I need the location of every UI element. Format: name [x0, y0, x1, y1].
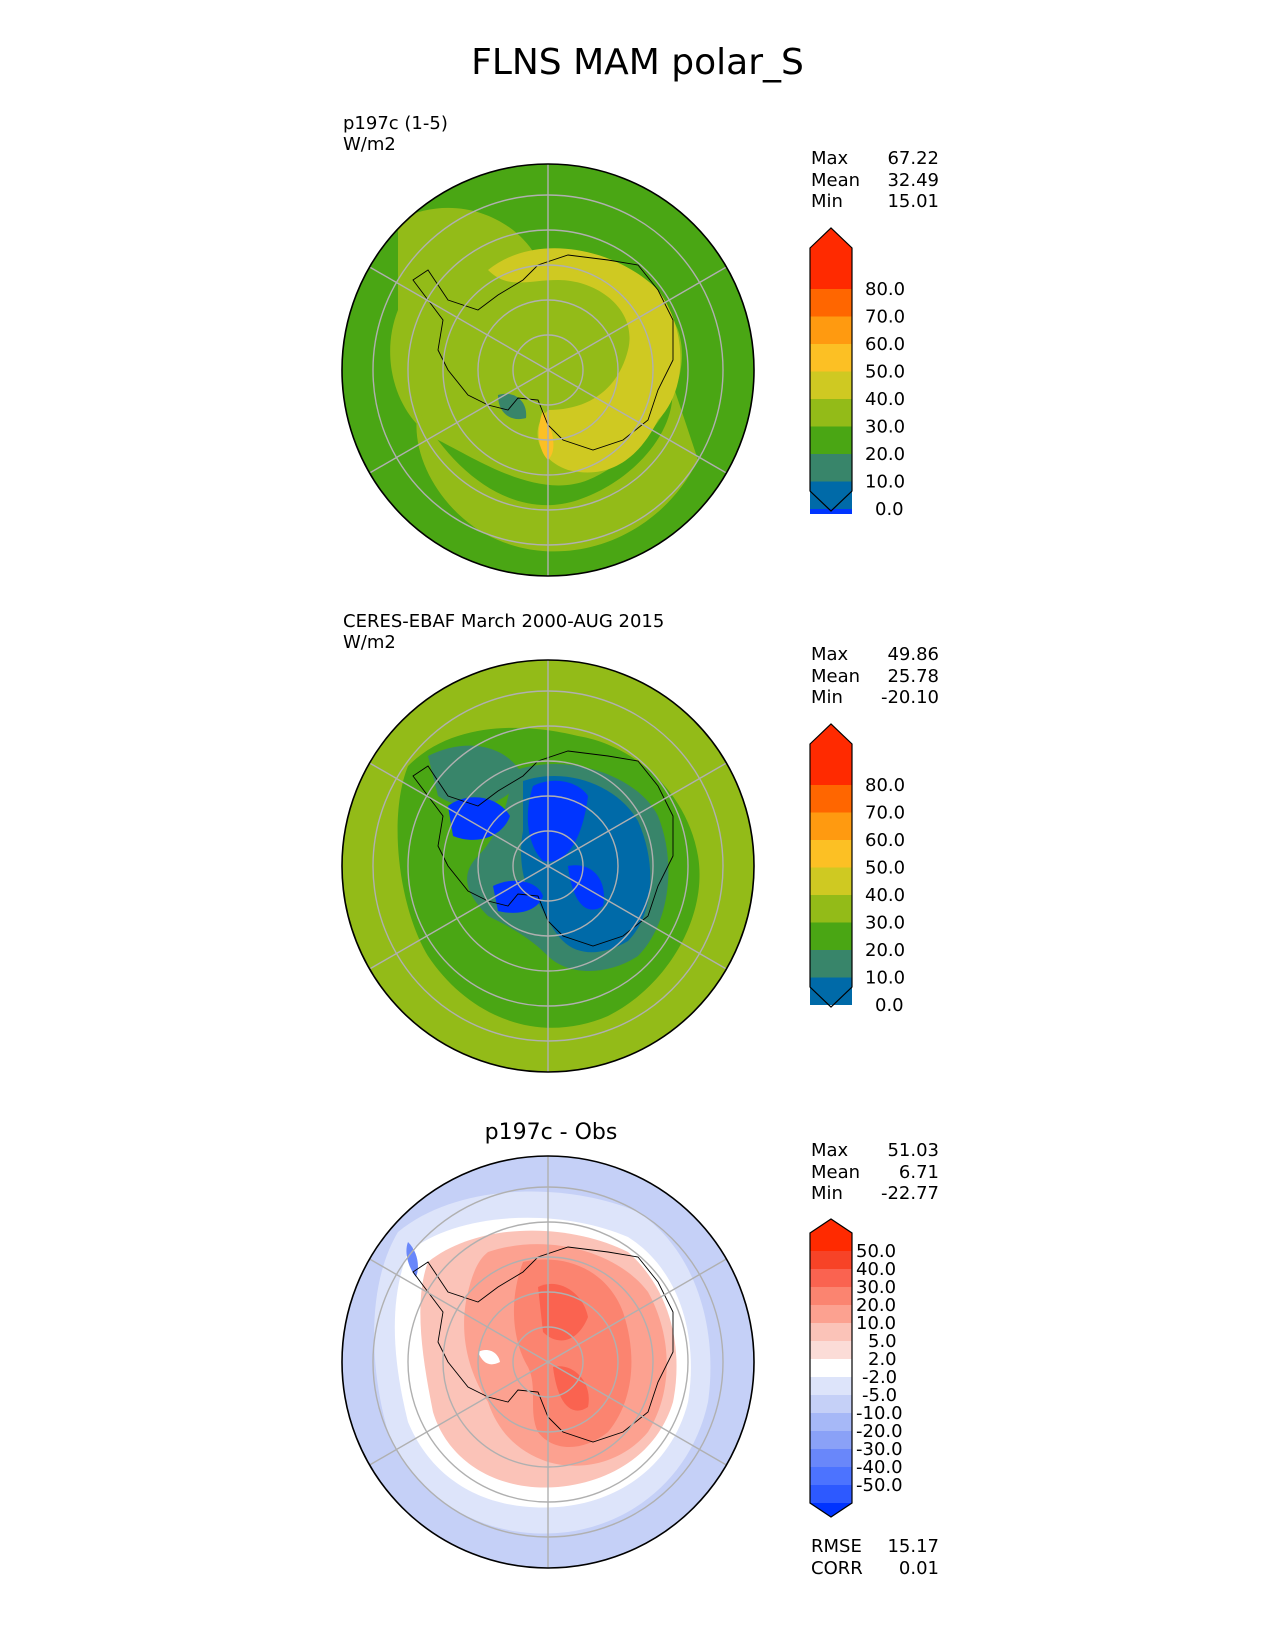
panel1-mean-value: 32.49 — [887, 169, 939, 191]
panel1-tick: 60.0 — [865, 334, 905, 355]
panel3-tick: 30.0 — [856, 1277, 896, 1298]
panel3-mean-value: 6.71 — [898, 1161, 939, 1183]
rmse-value: 15.17 — [887, 1536, 939, 1557]
panel3-max-value: 51.03 — [887, 1140, 939, 1161]
panel1-colorbar: 80.0 70.0 60.0 50.0 40.0 30.0 20.0 10.0 … — [809, 227, 905, 520]
panel1-stats: Max 67.22 Mean 32.49 Min 15.01 — [811, 148, 939, 213]
panel2-colorbar-swatches — [810, 724, 852, 1005]
panel3-polar-map — [341, 1155, 755, 1569]
panel2-max-label: Max — [811, 644, 849, 665]
panel2-colorbar-outline — [809, 723, 853, 1008]
panel1-field-high-band — [488, 248, 681, 473]
panel1-tick: 40.0 — [865, 389, 905, 410]
panel1-tick: 70.0 — [865, 307, 905, 328]
panel2-tick: 20.0 — [865, 940, 905, 961]
panel2-colorbar-ticks: 80.0 70.0 60.0 50.0 40.0 30.0 20.0 10.0 … — [865, 775, 905, 1016]
panel3-tick: 2.0 — [868, 1349, 897, 1370]
panel2-tick: 30.0 — [865, 913, 905, 934]
panel2-obs-label: CERES-EBAF March 2000-AUG 2015 — [343, 611, 665, 632]
panel3-min-value: -22.77 — [880, 1183, 939, 1204]
panel1-field-low-spot — [498, 393, 527, 420]
panel3-tick: -30.0 — [856, 1439, 903, 1460]
panel3-title: p197c - Obs — [484, 1120, 618, 1145]
panel2-tick: 80.0 — [865, 775, 905, 796]
panel2-mean-value: 25.78 — [887, 665, 939, 687]
panel3-tick: -5.0 — [862, 1385, 897, 1406]
panel1-tick: 0.0 — [875, 499, 904, 520]
panel3-field-min-spot — [406, 1242, 418, 1277]
panel1-tick: 80.0 — [865, 279, 905, 300]
panel2-tick: 0.0 — [875, 995, 904, 1016]
panel3-tick: -40.0 — [856, 1457, 903, 1478]
panel3-tick: 20.0 — [856, 1295, 896, 1316]
panel2-field-low-patch — [428, 745, 523, 807]
panel2-colorbar: 80.0 70.0 60.0 50.0 40.0 30.0 20.0 10.0 … — [809, 723, 905, 1016]
panel3-stats: Max 51.03 Mean 6.71 Min -22.77 — [811, 1140, 939, 1205]
panel3-graticule — [369, 1156, 727, 1568]
panel1-colorbar-outline — [809, 227, 853, 512]
panel2-field-min-patch-a — [448, 797, 510, 840]
panel2-field-min-patch-c — [493, 880, 543, 913]
panel3-field-neutral-spot — [478, 1350, 500, 1365]
panel1-tick: 50.0 — [865, 362, 905, 383]
panel2-tick: 70.0 — [865, 803, 905, 824]
panel2-stats: Max 49.86 Mean 25.78 Min -20.10 — [811, 644, 939, 709]
panel1-tick: 20.0 — [865, 444, 905, 465]
corr-label: CORR — [811, 1557, 863, 1579]
panel2-map-boundary — [341, 659, 755, 1073]
panel1-mean-label: Mean — [811, 169, 861, 191]
panel3-colorbar-outline — [809, 1218, 853, 1518]
panel3-tick: 10.0 — [856, 1313, 896, 1334]
panel1-tick: 30.0 — [865, 417, 905, 438]
panel1-tick: 10.0 — [865, 472, 905, 493]
panel1-model-label: p197c (1-5) — [343, 113, 448, 134]
panel3-min-label: Min — [811, 1183, 843, 1204]
panel1-colorbar-ticks: 80.0 70.0 60.0 50.0 40.0 30.0 20.0 10.0 … — [865, 279, 905, 520]
panel1-field-outer-band — [416, 370, 698, 552]
panel3-tick: -20.0 — [856, 1421, 903, 1442]
panel3-colorbar: 50.0 40.0 30.0 20.0 10.0 5.0 2.0 -2.0 -5… — [809, 1218, 903, 1518]
rmse-label: RMSE — [811, 1536, 862, 1557]
panel3-colorbar-swatches — [810, 1219, 852, 1517]
panel2-units-label: W/m2 — [343, 632, 396, 653]
panel2-tick: 40.0 — [865, 885, 905, 906]
panel2-min-value: -20.10 — [880, 687, 939, 708]
panel3-max-label: Max — [811, 1140, 849, 1161]
panel3-tick: 5.0 — [868, 1331, 897, 1352]
panel2-min-label: Min — [811, 687, 843, 708]
panel3-colorbar-ticks: 50.0 40.0 30.0 20.0 10.0 5.0 2.0 -2.0 -5… — [856, 1241, 903, 1496]
panel1-graticule — [369, 164, 727, 576]
panel2-antarctica-coastline — [412, 750, 674, 947]
panel2-mean-label: Mean — [811, 665, 861, 687]
panel2-polar-map — [341, 659, 755, 1073]
panel3-map-boundary — [341, 1155, 755, 1569]
panel1-polar-map — [341, 163, 755, 577]
panel1-min-label: Min — [811, 191, 843, 212]
panel3-metrics: RMSE 15.17 CORR 0.01 — [811, 1536, 939, 1579]
panel3-tick: 50.0 — [856, 1241, 896, 1262]
panel3-tick: -50.0 — [856, 1475, 903, 1496]
panel1-min-value: 15.01 — [887, 191, 939, 212]
panel2-tick: 10.0 — [865, 968, 905, 989]
panel2-tick: 60.0 — [865, 830, 905, 851]
panel1-antarctica-coastline — [412, 254, 674, 451]
panel1-field-max-spot — [538, 410, 554, 460]
panel2-graticule — [369, 660, 727, 1072]
panel1-colorbar-swatches — [810, 228, 852, 514]
corr-value: 0.01 — [898, 1557, 939, 1579]
panel2-max-value: 49.86 — [887, 644, 939, 665]
panel3-mean-label: Mean — [811, 1161, 861, 1183]
figure-title: FLNS MAM polar_S — [471, 42, 804, 83]
panel3-tick: 40.0 — [856, 1259, 896, 1280]
panel3-tick: -2.0 — [862, 1367, 897, 1388]
panel1-max-label: Max — [811, 148, 849, 169]
panel2-tick: 50.0 — [865, 858, 905, 879]
panel3-tick: -10.0 — [856, 1403, 903, 1424]
panel1-max-value: 67.22 — [887, 148, 939, 169]
panel3-antarctica-coastline — [412, 1246, 674, 1443]
panel1-map-boundary — [341, 163, 755, 577]
panel1-units-label: W/m2 — [343, 134, 396, 155]
